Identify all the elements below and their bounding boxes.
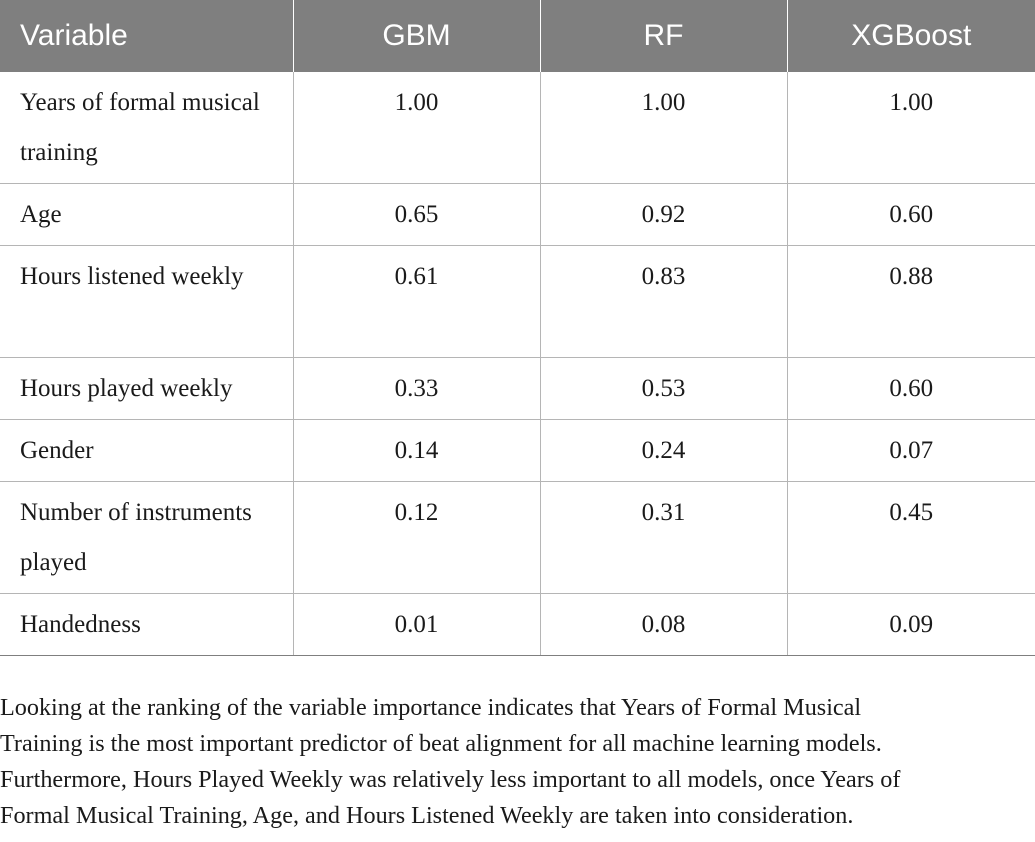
cell-rf: 0.31	[539, 481, 787, 594]
header-xgboost: XGBoost	[786, 0, 1035, 72]
variable-importance-table: Variable GBM RF XGBoost Years of formal …	[0, 0, 1035, 656]
cell-variable: Hours played weekly	[0, 357, 293, 420]
header-gbm: GBM	[292, 0, 540, 72]
table-row: Hours listened weekly 0.61 0.83 0.88	[0, 245, 1035, 358]
cell-rf: 0.24	[539, 419, 787, 482]
footnote-line: Training is the most important predictor…	[0, 730, 882, 757]
cell-variable: Hours listened weekly	[0, 245, 293, 358]
cell-gbm: 0.12	[292, 481, 540, 594]
cell-gbm: 0.01	[292, 593, 540, 656]
table-row: Handedness 0.01 0.08 0.09	[0, 593, 1035, 656]
cell-gbm: 0.33	[292, 357, 540, 420]
cell-rf: 0.08	[539, 593, 787, 656]
cell-xgboost: 0.60	[786, 183, 1035, 246]
cell-gbm: 0.14	[292, 419, 540, 482]
table-header: Variable GBM RF XGBoost	[0, 0, 1035, 72]
cell-xgboost: 0.60	[786, 357, 1035, 420]
cell-xgboost: 0.45	[786, 481, 1035, 594]
cell-rf: 1.00	[539, 72, 787, 184]
cell-gbm: 1.00	[292, 72, 540, 184]
cell-xgboost: 1.00	[786, 72, 1035, 184]
cell-gbm: 0.65	[292, 183, 540, 246]
table-footnote: Looking at the ranking of the variable i…	[0, 690, 1035, 834]
importance-table-container: Variable GBM RF XGBoost Years of formal …	[0, 0, 1035, 656]
footnote-line: Looking at the ranking of the variable i…	[0, 694, 862, 721]
cell-rf: 0.53	[539, 357, 787, 420]
table-body: Years of formal musical training 1.00 1.…	[0, 72, 1035, 656]
cell-rf: 0.92	[539, 183, 787, 246]
table-row: Years of formal musical training 1.00 1.…	[0, 72, 1035, 184]
cell-xgboost: 0.88	[786, 245, 1035, 358]
cell-variable: Number of instruments played	[0, 481, 293, 594]
cell-variable: Age	[0, 183, 293, 246]
cell-xgboost: 0.07	[786, 419, 1035, 482]
table-row: Number of instruments played 0.12 0.31 0…	[0, 481, 1035, 594]
header-variable: Variable	[0, 0, 293, 72]
cell-gbm: 0.61	[292, 245, 540, 358]
table-row: Hours played weekly 0.33 0.53 0.60	[0, 357, 1035, 420]
cell-variable: Gender	[0, 419, 293, 482]
header-rf: RF	[539, 0, 787, 72]
footnote-line: Formal Musical Training, Age, and Hours …	[0, 802, 854, 829]
cell-variable: Years of formal musical training	[0, 72, 293, 184]
cell-xgboost: 0.09	[786, 593, 1035, 656]
cell-variable: Handedness	[0, 593, 293, 656]
header-row: Variable GBM RF XGBoost	[0, 0, 1035, 72]
table-row: Age 0.65 0.92 0.60	[0, 183, 1035, 246]
footnote-line: Furthermore, Hours Played Weekly was rel…	[0, 766, 901, 793]
table-row: Gender 0.14 0.24 0.07	[0, 419, 1035, 482]
cell-rf: 0.83	[539, 245, 787, 358]
